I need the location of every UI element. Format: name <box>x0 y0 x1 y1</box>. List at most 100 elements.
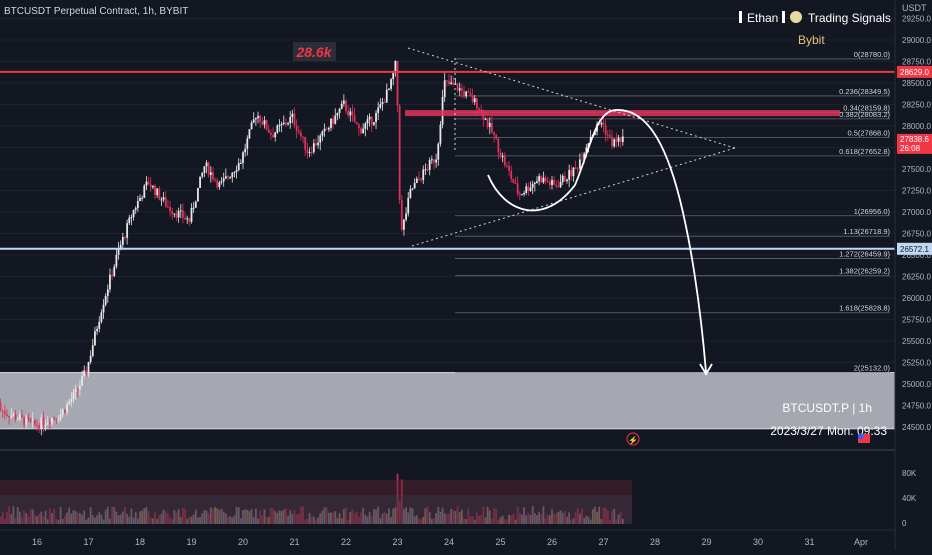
candle-body <box>409 189 412 198</box>
volume-bar <box>506 519 508 524</box>
volume-bars <box>0 473 632 524</box>
candle-body <box>149 184 152 188</box>
time-axis: 16 17 18 19 20 21 22 23 24 25 26 27 28 29 30 31 Apr <box>32 537 868 547</box>
volume-bar <box>158 515 161 524</box>
volume-bar <box>606 510 609 524</box>
volume-bar <box>398 500 401 524</box>
candle-body <box>59 414 62 420</box>
candle-body <box>609 134 611 137</box>
candle-body <box>61 409 64 415</box>
candle-body <box>242 152 244 164</box>
volume-bar <box>119 514 122 524</box>
candle-body <box>109 274 111 290</box>
candle-body <box>51 417 53 424</box>
symbol-title: BTCUSDT Perpetual Contract, 1h, BYBIT <box>4 6 188 17</box>
volume-bar <box>192 514 195 524</box>
candle-body <box>617 137 620 142</box>
volume-bar <box>244 509 247 524</box>
candle-body <box>463 90 465 97</box>
volume-bar <box>44 510 47 524</box>
candle-body <box>345 100 347 111</box>
volume-bar <box>321 510 324 524</box>
volume-bar <box>548 515 551 524</box>
volume-bar <box>538 512 541 524</box>
candle-body <box>132 209 135 218</box>
candle-body <box>443 80 446 98</box>
volume-bar <box>325 507 328 524</box>
volume-bar <box>0 516 2 524</box>
volume-bar <box>589 519 592 524</box>
candle-body <box>368 116 371 120</box>
candle-body <box>338 108 341 113</box>
candle-body <box>295 125 298 132</box>
time-tick-label: 22 <box>341 537 351 547</box>
volume-bar <box>102 519 105 524</box>
svg-text:26:08: 26:08 <box>900 144 921 153</box>
candle-body <box>48 422 51 424</box>
candle-body <box>400 199 403 230</box>
volume-bar <box>132 517 135 524</box>
candle-body <box>458 88 461 91</box>
volume-bar <box>229 516 232 524</box>
candle-body <box>357 124 360 129</box>
candle-body <box>578 159 581 169</box>
candle-body <box>381 101 384 105</box>
volume-bar <box>29 509 32 524</box>
candle-body <box>388 88 390 90</box>
volume-bar <box>246 509 249 524</box>
candle-body <box>503 156 506 166</box>
volume-bar <box>563 510 566 524</box>
volume-bar <box>418 518 420 524</box>
volume-bar <box>392 508 395 524</box>
candle-body <box>98 321 101 329</box>
candle-body <box>372 122 375 125</box>
candle-body <box>272 134 274 138</box>
volume-bar <box>83 510 86 524</box>
volume-bar <box>394 507 397 524</box>
volume-bar <box>334 511 337 524</box>
price-tick-label: 27250.0 <box>902 187 931 196</box>
volume-bar <box>239 518 242 524</box>
volume-bar <box>139 511 141 524</box>
candle-body <box>81 376 83 386</box>
volume-bar <box>469 516 472 524</box>
resistance-label-box <box>293 42 336 61</box>
volume-bar <box>259 510 262 524</box>
candle-body <box>360 128 362 134</box>
candle-body <box>94 331 96 346</box>
candle-body <box>254 118 257 120</box>
volume-bar <box>302 506 304 524</box>
volume-bar <box>21 516 23 524</box>
volume-bar <box>98 512 101 524</box>
volume-bar <box>400 479 403 524</box>
volume-bar <box>559 510 562 524</box>
volume-bar <box>113 507 116 524</box>
volume-bar <box>42 516 45 524</box>
candle-body <box>44 424 47 426</box>
volume-bar <box>351 509 354 524</box>
candle-body <box>166 206 169 208</box>
candle-body <box>182 210 184 218</box>
volume-bar <box>169 517 171 524</box>
candle-body <box>231 172 234 178</box>
candle-body <box>467 91 470 93</box>
candle-body <box>218 182 221 188</box>
volume-bar <box>184 508 186 524</box>
time-tick-label: 24 <box>444 537 454 547</box>
volume-bar <box>441 507 444 524</box>
candle-body <box>364 123 367 129</box>
candle-body <box>164 197 167 207</box>
volume-bar <box>551 509 553 524</box>
candle-body <box>214 179 217 181</box>
fib-level-label: 1.272(26459.9) <box>839 249 890 258</box>
us-flag-icon[interactable] <box>858 434 870 443</box>
candle-body <box>385 89 388 103</box>
lightning-event-icon[interactable] <box>626 432 640 446</box>
volume-bar <box>265 517 268 524</box>
candle-body <box>497 138 500 153</box>
volume-bar <box>70 513 73 524</box>
volume-bar <box>493 508 495 524</box>
candle-body <box>280 123 283 126</box>
volume-bar <box>18 511 21 524</box>
volume-bar <box>212 508 214 524</box>
